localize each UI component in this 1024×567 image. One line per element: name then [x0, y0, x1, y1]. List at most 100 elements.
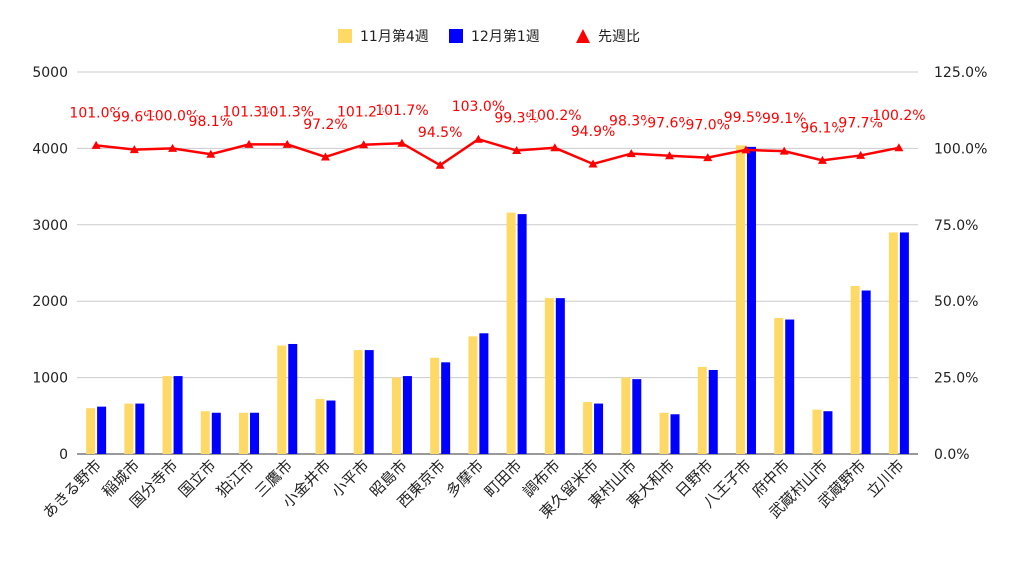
ratio-point: [512, 146, 522, 155]
ratio-point: [397, 138, 407, 147]
ratio-data-label: 97.6%: [647, 116, 691, 132]
bar-dec-week1: [173, 376, 183, 454]
ratio-data-label: 97.0%: [686, 118, 730, 134]
bar-nov-week4: [353, 350, 363, 454]
bar-nov-week4: [774, 318, 784, 454]
y-left-tick-label: 4000: [32, 141, 68, 157]
bar-dec-week1: [402, 376, 412, 454]
y-right-tick-label: 125.0%: [934, 65, 987, 81]
bar-dec-week1: [250, 412, 260, 454]
y-left-tick-label: 0: [59, 447, 68, 463]
legend-label: 11月第4週: [360, 28, 429, 45]
ratio-data-label: 100.2%: [872, 108, 925, 124]
ratio-point: [320, 152, 330, 161]
ratio-point: [473, 134, 483, 143]
bar-dec-week1: [211, 412, 221, 454]
bar-nov-week4: [277, 345, 287, 454]
bar-dec-week1: [823, 411, 833, 454]
bar-dec-week1: [670, 414, 680, 454]
ratio-data-label: 100.2%: [528, 108, 581, 124]
ratio-point: [665, 151, 675, 160]
ratio-line: [95, 137, 900, 167]
ratio-data-label: 99.6%: [112, 110, 156, 126]
ratio-point: [779, 146, 789, 155]
x-tick-label: 国立市: [175, 456, 220, 501]
bar-nov-week4: [506, 212, 516, 454]
ratio-data-label: 100.0%: [146, 108, 199, 124]
x-tick-label: 立川市: [863, 456, 908, 501]
bar-nov-week4: [239, 412, 249, 454]
ratio-data-label: 98.3%: [609, 114, 653, 130]
ratio-point: [91, 140, 101, 149]
bar-dec-week1: [326, 400, 336, 454]
legend-label: 12月第1週: [471, 28, 540, 45]
bar-dec-week1: [785, 319, 795, 454]
ratio-data-label: 101.3%: [261, 104, 314, 120]
legend-item-ratio: 先週比: [576, 29, 640, 45]
bar-dec-week1: [441, 362, 451, 454]
y-left-tick-label: 3000: [32, 218, 68, 234]
bar-dec-week1: [288, 343, 298, 454]
bar-nov-week4: [850, 285, 860, 454]
bar-nov-week4: [468, 336, 478, 454]
x-tick-label: あきる野市: [39, 456, 105, 522]
legend-item-nov-week4: 11月第4週: [338, 28, 429, 45]
bar-dec-week1: [632, 379, 642, 454]
bar-nov-week4: [544, 298, 554, 454]
legend-swatch: [449, 29, 463, 43]
ratio-point: [550, 143, 560, 152]
bar-nov-week4: [697, 366, 707, 454]
ratio-data-label: 99.5%: [724, 110, 768, 126]
y-right-tick-label: 100.0%: [934, 141, 987, 157]
ratio-data-label: 96.1%: [800, 120, 844, 136]
y-right-tick-label: 75.0%: [934, 218, 978, 234]
ratio-data-label: 98.1%: [189, 114, 233, 130]
bar-dec-week1: [594, 403, 604, 454]
bar-dec-week1: [861, 290, 871, 454]
ratio-point: [435, 160, 445, 169]
bar-dec-week1: [708, 369, 718, 454]
ratio-point: [206, 149, 216, 158]
bar-dec-week1: [517, 214, 527, 454]
legend-item-dec-week1: 12月第1週: [449, 28, 540, 45]
bar-nov-week4: [621, 377, 631, 454]
bar-dec-week1: [364, 350, 374, 454]
ratio-point: [129, 145, 139, 154]
y-left-tick-label: 2000: [32, 294, 68, 310]
ratio-data-label: 99.1%: [762, 111, 806, 127]
y-left-tick-label: 1000: [32, 371, 68, 387]
x-tick-label: 狛江市: [213, 456, 258, 501]
ratio-point: [703, 153, 713, 162]
y-right-tick-label: 25.0%: [934, 371, 978, 387]
y-right-tick-label: 50.0%: [934, 294, 978, 310]
bar-nov-week4: [124, 403, 134, 454]
bar-nov-week4: [659, 412, 669, 454]
bar-nov-week4: [583, 402, 593, 454]
ratio-point: [741, 145, 751, 154]
bar-dec-week1: [135, 403, 145, 454]
ratio-point: [856, 150, 866, 159]
legend-triangle-icon: [576, 29, 590, 43]
ratio-data-label: 94.5%: [418, 125, 462, 141]
ratio-point: [817, 155, 827, 164]
bar-dec-week1: [555, 298, 565, 454]
bar-nov-week4: [86, 408, 96, 454]
ratio-data-label: 101.2%: [337, 105, 390, 121]
ratio-point: [168, 143, 178, 152]
ratio-data-label: 101.3%: [222, 104, 275, 120]
ratio-line-group: 101.0%99.6%100.0%98.1%101.3%101.3%97.2%1…: [68, 98, 927, 169]
ratio-point: [588, 159, 598, 168]
y-right-tick-label: 0.0%: [934, 447, 970, 463]
ratio-data-label: 99.3%: [494, 111, 538, 127]
ratio-data-label: 97.2%: [303, 117, 347, 133]
bar-nov-week4: [735, 145, 745, 454]
bar-nov-week4: [430, 357, 440, 454]
y-left-tick-label: 5000: [32, 65, 68, 81]
bar-nov-week4: [315, 398, 325, 454]
ratio-data-label: 94.9%: [571, 124, 615, 140]
ratio-point: [894, 143, 904, 152]
legend-swatch: [338, 29, 352, 43]
legend-label: 先週比: [598, 29, 640, 45]
